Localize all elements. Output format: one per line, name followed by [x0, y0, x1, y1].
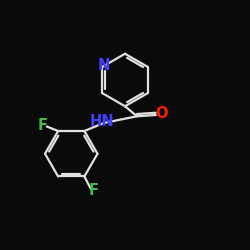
- Text: F: F: [88, 184, 99, 198]
- Text: O: O: [155, 106, 168, 121]
- Text: F: F: [38, 118, 48, 133]
- Text: HN: HN: [90, 114, 114, 128]
- Text: N: N: [97, 58, 110, 73]
